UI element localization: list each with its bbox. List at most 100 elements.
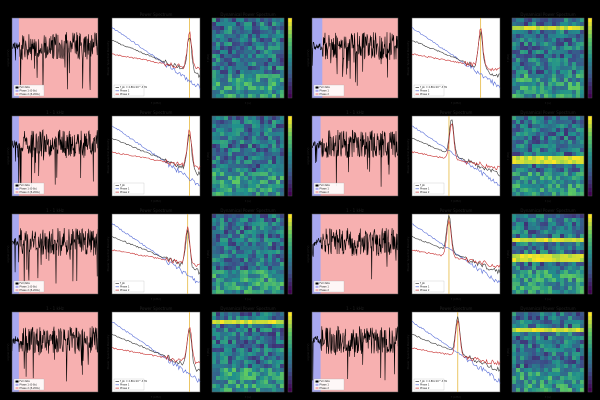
heatmap-cell	[568, 230, 573, 235]
heatmap-cell	[580, 340, 585, 345]
heatmap-cell	[528, 372, 533, 377]
heatmap-cell	[548, 152, 553, 157]
heatmap-cell	[268, 116, 273, 121]
heatmap-cell	[544, 50, 549, 55]
heatmap-cell	[548, 140, 553, 145]
heatmap-cell	[236, 258, 241, 263]
heatmap-cell	[556, 18, 561, 23]
heatmap-cell	[528, 384, 533, 389]
heatmap-cell	[560, 128, 565, 133]
heatmap-cell	[536, 184, 541, 189]
heatmap-cell	[236, 388, 241, 393]
heatmap-cell	[536, 344, 541, 349]
heatmap-cell	[512, 282, 517, 287]
heatmap-cell	[260, 188, 265, 193]
heatmap-cell	[264, 120, 269, 125]
heatmap-cell	[540, 332, 545, 337]
heatmap-cell	[228, 230, 233, 235]
heatmap-cell	[232, 364, 237, 369]
heatmap-cell	[256, 372, 261, 377]
heatmap-cell	[236, 132, 241, 137]
heatmap-cell	[512, 160, 517, 165]
viridis-colorbar-icon	[287, 115, 293, 197]
colorbar-step	[288, 316, 292, 321]
heatmap-cell	[576, 136, 581, 141]
heatmap-cell	[248, 258, 253, 263]
heatmap-cell	[212, 282, 217, 287]
psd-full-line	[111, 133, 201, 177]
heatmap-cell	[276, 278, 281, 283]
heatmap-cell	[256, 356, 261, 361]
heatmap-cell	[536, 234, 541, 239]
heatmap-cell	[548, 372, 553, 377]
heatmap-cell	[220, 368, 225, 373]
heatmap-cell	[540, 262, 545, 267]
heatmap-cell	[580, 30, 585, 35]
heatmap-cell	[272, 136, 277, 141]
heatmap-cell	[248, 78, 253, 83]
heatmap-cell	[224, 258, 229, 263]
heatmap-cell	[212, 58, 217, 63]
colorbar-step	[288, 184, 292, 189]
heatmap-cell	[576, 376, 581, 381]
heatmap-cell	[228, 356, 233, 361]
heatmap-cell	[540, 352, 545, 357]
heatmap-cell	[212, 128, 217, 133]
heatmap-cell	[272, 172, 277, 177]
heatmap-cell	[248, 90, 253, 95]
heatmap-cell	[536, 30, 541, 35]
heatmap-cell	[536, 132, 541, 137]
heatmap-cell	[560, 172, 565, 177]
heatmap-cell	[264, 214, 269, 219]
heatmap-cell	[240, 312, 245, 317]
trace-line	[11, 129, 99, 187]
heatmap-cell	[524, 250, 529, 255]
heatmap-cell	[276, 180, 281, 185]
heatmap-cell	[536, 356, 541, 361]
heatmap-cell	[256, 70, 261, 75]
heatmap-cell	[580, 222, 585, 227]
psd-legend-label: Phase 1	[420, 188, 430, 191]
heatmap-cell	[236, 360, 241, 365]
heatmap-cell	[216, 348, 221, 353]
heatmap-cell	[572, 38, 577, 43]
heatmap-cell	[272, 348, 277, 353]
heatmap-cell	[216, 376, 221, 381]
trace-legend-swatch	[15, 89, 19, 92]
trace-ylabel: signal (mV)	[306, 49, 310, 66]
heatmap-cell	[540, 82, 545, 87]
heatmap-cell	[516, 164, 521, 169]
heatmap-cell	[248, 380, 253, 385]
heatmap-cell	[548, 86, 553, 91]
heatmap-cell	[516, 246, 521, 251]
heatmap-cell	[216, 356, 221, 361]
heatmap-cell	[256, 156, 261, 161]
heatmap-cell	[252, 250, 257, 255]
heatmap-cell	[236, 348, 241, 353]
heatmap-cell	[252, 230, 257, 235]
heatmap-cell	[568, 336, 573, 341]
trace-title: 1 - 1 kHz	[346, 110, 364, 115]
heatmap-cell	[276, 266, 281, 271]
heatmap-cell	[540, 54, 545, 59]
heatmap-cell	[548, 286, 553, 291]
heatmap-cell	[260, 384, 265, 389]
heatmap-cell	[552, 18, 557, 23]
heatmap-cell	[564, 30, 569, 35]
heatmap-cell	[524, 278, 529, 283]
heatmap-cell	[548, 82, 553, 87]
heatmap-cell	[272, 86, 277, 91]
heatmap-cell	[212, 86, 217, 91]
heatmap-cell	[556, 332, 561, 337]
heatmap-cell	[224, 312, 229, 317]
heatmap-cell	[528, 144, 533, 149]
heatmap-cell	[212, 344, 217, 349]
heatmap-cell	[212, 180, 217, 185]
heatmap-cell	[544, 222, 549, 227]
heatmap-cell	[244, 250, 249, 255]
heatmap-cell	[572, 356, 577, 361]
heatmap-cell	[268, 144, 273, 149]
heatmap-cell	[276, 192, 281, 197]
